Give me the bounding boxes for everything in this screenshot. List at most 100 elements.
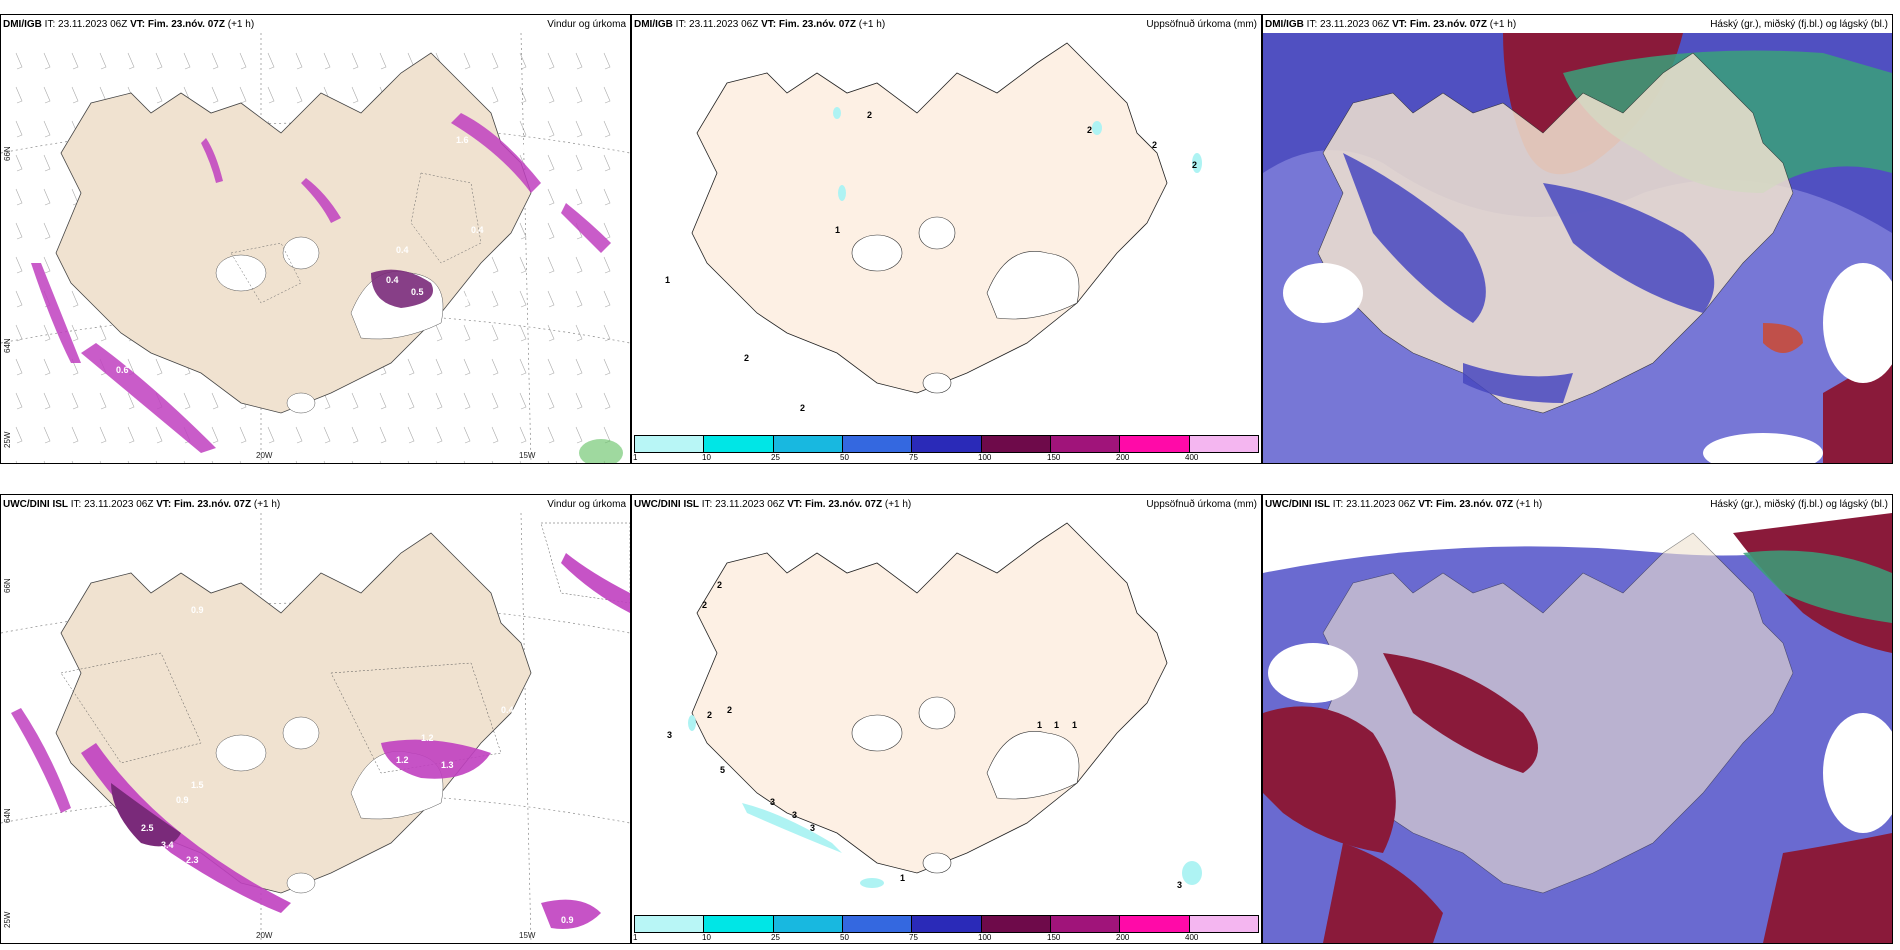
accum-cyan bbox=[833, 107, 1202, 201]
wind-barb bbox=[547, 460, 550, 463]
panel-header: DMI/IGB IT: 23.11.2023 06Z VT: Fim. 23.n… bbox=[1265, 19, 1888, 33]
value-label: 1.2 bbox=[421, 733, 434, 743]
tick-label: 10 bbox=[702, 933, 711, 942]
map-area: 1.6 1.4 0.4 0.5 0.4 0.4 0.4 0.6 20W 15W … bbox=[1, 33, 630, 463]
wind-barb bbox=[435, 392, 443, 410]
wind-barb bbox=[351, 426, 359, 444]
wind-barb bbox=[71, 392, 79, 410]
wind-barb bbox=[547, 120, 555, 138]
vt-value: Fim. 23.nóv. 07Z bbox=[1436, 499, 1514, 510]
wind-barb bbox=[99, 392, 107, 410]
iceland-land bbox=[691, 42, 1168, 394]
vt-label: VT: bbox=[1418, 499, 1434, 510]
wind-barb bbox=[323, 52, 331, 70]
tick-label: 50 bbox=[840, 453, 849, 462]
source-label: UWC/DINI ISL bbox=[1265, 499, 1330, 510]
it-value: 23.11.2023 06Z bbox=[715, 499, 785, 510]
tick-label: 200 bbox=[1116, 933, 1130, 942]
value-label: 1 bbox=[835, 225, 840, 235]
source-label: UWC/DINI ISL bbox=[3, 499, 68, 510]
wind-barb bbox=[603, 154, 611, 172]
precip-colorbar: 1 10 25 50 75 100 150 200 400 bbox=[632, 913, 1261, 943]
value-label: 0.5 bbox=[411, 287, 424, 297]
wind-barb bbox=[155, 426, 163, 444]
source-label: DMI/IGB bbox=[1265, 19, 1304, 30]
tick-label: 150 bbox=[1047, 453, 1061, 462]
value-label: 3.4 bbox=[161, 840, 174, 850]
wind-barb bbox=[43, 86, 51, 104]
it-value: 23.11.2023 06Z bbox=[58, 19, 128, 30]
map-area bbox=[1263, 513, 1892, 943]
value-label: 1.5 bbox=[191, 780, 204, 790]
swatch bbox=[1189, 916, 1258, 932]
swatch bbox=[912, 916, 982, 932]
wind-barb bbox=[155, 460, 158, 463]
tick-label: 150 bbox=[1047, 933, 1061, 942]
wind-barb bbox=[71, 86, 79, 104]
wind-barb bbox=[547, 154, 555, 172]
clear-patches bbox=[1268, 643, 1892, 833]
wind-barb bbox=[239, 426, 247, 444]
wind-barb bbox=[323, 460, 326, 463]
wind-barb bbox=[43, 52, 51, 70]
wind-barb bbox=[519, 256, 527, 274]
wind-barb bbox=[43, 392, 51, 410]
wind-barb bbox=[435, 358, 443, 376]
map-svg: 1.6 1.4 0.4 0.5 0.4 0.4 0.4 0.6 bbox=[1, 33, 630, 463]
wind-barb bbox=[43, 120, 51, 138]
value-label: 1.4 bbox=[521, 143, 534, 153]
glaciers bbox=[851, 216, 1080, 394]
wind-barb bbox=[15, 154, 23, 172]
wind-barb bbox=[15, 86, 23, 104]
colorbar-swatches bbox=[634, 435, 1259, 453]
wind-barb bbox=[183, 392, 191, 410]
value-label: 0.9 bbox=[176, 795, 189, 805]
panel-clouds-dmi: DMI/IGB IT: 23.11.2023 06Z VT: Fim. 23.n… bbox=[1262, 14, 1893, 464]
wind-barb bbox=[379, 460, 382, 463]
wind-barb bbox=[519, 120, 527, 138]
offset-label: (+1 h) bbox=[227, 19, 255, 30]
map-svg: 1.2 1.3 2.5 3.4 2.3 0.9 1.5 1.2 0.9 0.4 … bbox=[1, 513, 630, 943]
precip-colorbar: 1 10 25 50 75 100 150 200 400 bbox=[632, 433, 1261, 463]
wind-barb bbox=[43, 256, 51, 274]
vt-value: Fim. 23.nóv. 07Z bbox=[1409, 19, 1487, 30]
lat-label: 25W bbox=[3, 431, 12, 448]
tick-label: 1 bbox=[633, 933, 638, 942]
wind-barb bbox=[463, 358, 471, 376]
panel-title: Háský (gr.), miðský (fj.bl.) og lágský (… bbox=[1710, 19, 1888, 30]
swatch bbox=[842, 436, 913, 452]
swatch bbox=[635, 436, 705, 452]
wind-barb bbox=[351, 52, 359, 70]
wind-barb bbox=[15, 188, 23, 206]
glaciers bbox=[851, 696, 1080, 874]
wind-barb bbox=[463, 392, 471, 410]
accum-value-labels: 2 2 2 2 1 1 2 2 bbox=[665, 110, 1197, 413]
wind-barb bbox=[351, 392, 359, 410]
wind-barb bbox=[155, 358, 163, 376]
wind-barb bbox=[43, 460, 46, 463]
wind-barb bbox=[239, 52, 247, 70]
value-label: 1.6 bbox=[456, 135, 469, 145]
iceland-land bbox=[55, 52, 532, 414]
wind-barb bbox=[575, 392, 583, 410]
wind-barb bbox=[575, 324, 583, 342]
wind-barb bbox=[351, 460, 354, 463]
wind-barb bbox=[15, 222, 23, 240]
panel-wind-precip-dmi: DMI/IGB IT: 23.11.2023 06Z VT: Fim. 23.n… bbox=[0, 14, 631, 464]
it-label: IT: bbox=[1306, 19, 1318, 30]
wind-barb bbox=[435, 460, 438, 463]
wind-barb bbox=[491, 426, 499, 444]
wind-barb bbox=[547, 52, 555, 70]
lat-label: 64N bbox=[3, 808, 12, 823]
swatch bbox=[912, 436, 982, 452]
panel-wind-precip-dini: UWC/DINI ISL IT: 23.11.2023 06Z VT: Fim.… bbox=[0, 494, 631, 944]
wind-barb bbox=[407, 426, 415, 444]
vt-label: VT: bbox=[787, 499, 803, 510]
vt-label: VT: bbox=[1392, 19, 1408, 30]
lon-label: 15W bbox=[519, 931, 536, 940]
wind-barb bbox=[491, 324, 499, 342]
it-value: 23.11.2023 06Z bbox=[84, 499, 154, 510]
panel-header: DMI/IGB IT: 23.11.2023 06Z VT: Fim. 23.n… bbox=[634, 19, 1257, 33]
map-svg bbox=[1263, 33, 1892, 463]
wind-barb bbox=[43, 358, 51, 376]
